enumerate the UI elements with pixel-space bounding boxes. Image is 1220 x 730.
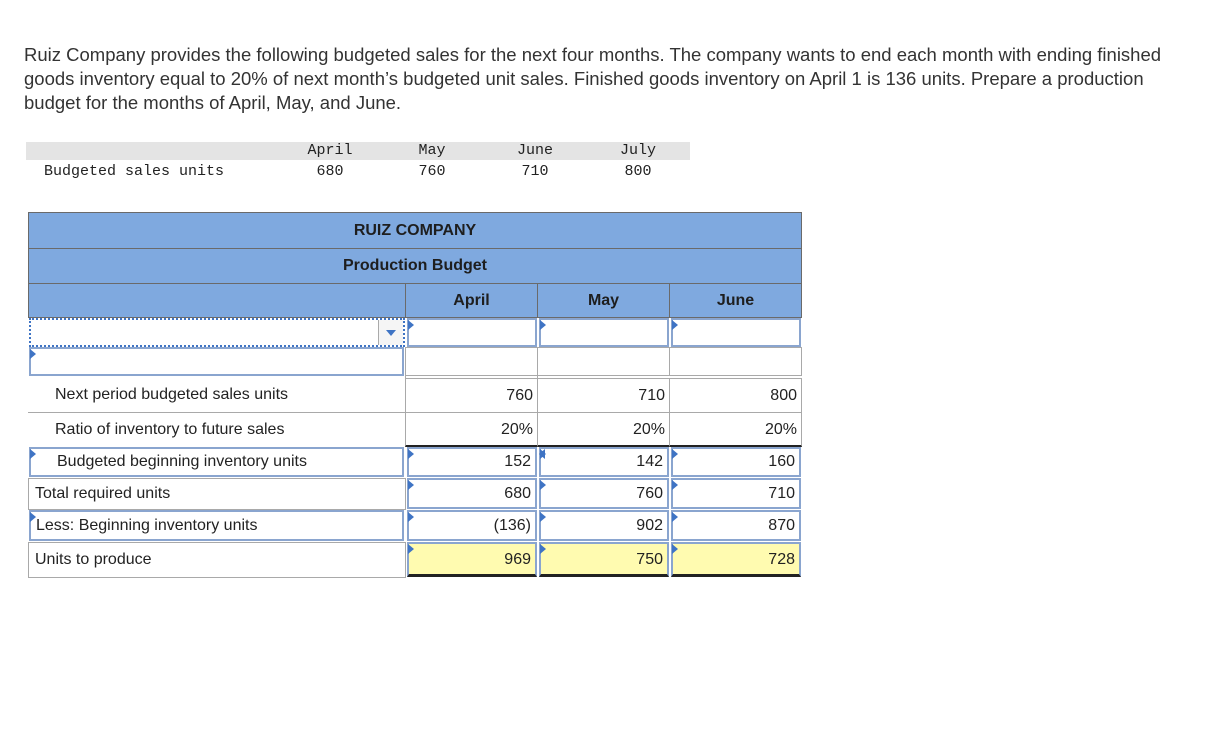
column-june: June xyxy=(669,283,802,318)
input-marker-icon xyxy=(672,480,678,490)
april-beginning-inventory[interactable]: 152 xyxy=(407,447,537,477)
input-marker-icon xyxy=(540,480,546,490)
may-next-period-sales: 710 xyxy=(537,378,670,413)
input-marker-icon xyxy=(672,320,678,330)
june-input-row1[interactable] xyxy=(671,318,801,347)
input-marker-icon xyxy=(540,512,546,522)
input-marker-icon xyxy=(408,449,414,459)
sales-row-label: Budgeted sales units xyxy=(44,163,225,180)
input-marker-icon xyxy=(408,544,414,554)
sales-month-july: July xyxy=(619,142,656,159)
row-label-dropdown[interactable] xyxy=(29,318,405,347)
april-next-period-sales: 760 xyxy=(405,378,538,413)
row-label-less-beginning-inventory[interactable]: Less: Beginning inventory units xyxy=(29,510,404,541)
april-total-required[interactable]: 680 xyxy=(407,478,537,509)
june-next-period-sales: 800 xyxy=(669,378,802,413)
may-less-beginning-inventory[interactable]: 902 xyxy=(539,510,669,541)
input-marker-icon xyxy=(540,544,546,554)
input-marker-icon xyxy=(30,449,36,459)
input-marker-icon xyxy=(672,512,678,522)
input-marker-icon xyxy=(672,449,678,459)
may-ratio: 20% xyxy=(537,412,670,447)
may-units-to-produce[interactable]: 750 xyxy=(539,542,669,577)
input-marker-icon xyxy=(30,512,36,522)
row-label-units-to-produce: Units to produce xyxy=(28,542,406,578)
chevron-down-icon xyxy=(386,330,396,336)
production-budget-table: RUIZ COMPANY Production Budget April May… xyxy=(28,212,802,578)
row-label-input-2[interactable] xyxy=(29,347,404,376)
june-total-required[interactable]: 710 xyxy=(671,478,801,509)
row-label-total-required: Total required units xyxy=(28,478,406,510)
june-ratio: 20% xyxy=(669,412,802,447)
input-marker-icon xyxy=(540,449,546,459)
input-marker-icon xyxy=(30,349,36,359)
company-name: RUIZ COMPANY xyxy=(28,212,802,249)
sales-value-may: 760 xyxy=(418,163,446,180)
row-label-next-period-sales: Next period budgeted sales units xyxy=(28,378,406,413)
input-marker-icon xyxy=(408,512,414,522)
input-marker-icon xyxy=(408,480,414,490)
sales-data-table: April May June July Budgeted sales units… xyxy=(26,142,690,182)
row-label-ratio: Ratio of inventory to future sales xyxy=(28,412,406,447)
sales-value-april: 680 xyxy=(316,163,344,180)
column-april: April xyxy=(405,283,538,318)
row-label-budgeted-beginning-inventory[interactable]: Budgeted beginning inventory units xyxy=(29,447,404,477)
sales-value-june: 710 xyxy=(521,163,549,180)
budget-title: Production Budget xyxy=(28,248,802,284)
sales-month-may: May xyxy=(418,142,446,159)
may-beginning-inventory[interactable]: 142 xyxy=(539,447,669,477)
sales-value-july: 800 xyxy=(624,163,652,180)
june-less-beginning-inventory[interactable]: 870 xyxy=(671,510,801,541)
dropdown-button[interactable] xyxy=(378,320,403,345)
may-total-required[interactable]: 760 xyxy=(539,478,669,509)
april-less-beginning-inventory[interactable]: (136) xyxy=(407,510,537,541)
june-units-to-produce[interactable]: 728 xyxy=(671,542,801,577)
sales-month-june: June xyxy=(516,142,553,159)
june-cell-row2 xyxy=(669,347,802,376)
sales-month-april: April xyxy=(307,142,353,159)
may-input-row1[interactable] xyxy=(539,318,669,347)
input-marker-icon xyxy=(540,320,546,330)
input-marker-icon xyxy=(408,320,414,330)
input-marker-icon xyxy=(672,544,678,554)
may-cell-row2 xyxy=(537,347,670,376)
input-marker-icon xyxy=(539,449,545,459)
problem-statement: Ruiz Company provides the following budg… xyxy=(24,44,1162,113)
april-input-row1[interactable] xyxy=(407,318,537,347)
column-may: May xyxy=(537,283,670,318)
april-cell-row2 xyxy=(405,347,538,376)
april-ratio: 20% xyxy=(405,412,538,447)
june-beginning-inventory[interactable]: 160 xyxy=(671,447,801,477)
april-units-to-produce[interactable]: 969 xyxy=(407,542,537,577)
gap xyxy=(405,376,538,379)
header-blank xyxy=(28,283,406,318)
sales-header-band xyxy=(26,142,690,160)
